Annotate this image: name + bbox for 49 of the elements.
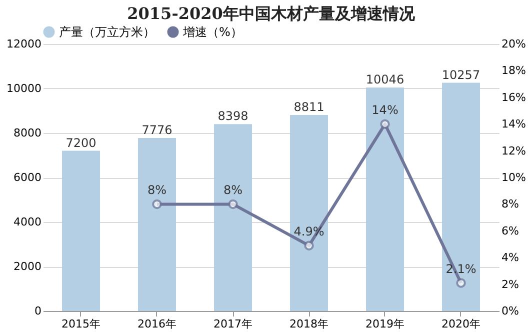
y2-tick-label: 14% — [502, 118, 526, 131]
y-tick-label: 10000 — [6, 82, 42, 95]
bar — [442, 82, 480, 311]
point — [228, 199, 238, 210]
point — [380, 119, 390, 129]
x-tick-label: 2020年 — [442, 318, 480, 330]
bar — [290, 114, 328, 311]
point — [456, 278, 466, 288]
data-label: 7200 — [66, 136, 96, 150]
data-label: 10257 — [442, 68, 480, 82]
data-label: 8% — [223, 183, 243, 198]
bar — [138, 138, 176, 311]
y2-tick-label: 20% — [502, 38, 526, 50]
data-label: 4.9% — [294, 224, 324, 239]
y2-tick-label: 2% — [502, 278, 519, 291]
bar — [366, 87, 404, 311]
legend-label: 增速（%） — [182, 25, 242, 39]
y2-tick-label: 16% — [502, 90, 526, 104]
legend-label: 产量（万立方米） — [59, 25, 155, 39]
x-tick-label: 2018年 — [290, 318, 328, 330]
bar — [62, 150, 100, 311]
x-tick-label: 2019年 — [366, 318, 404, 330]
data-label: 14% — [372, 103, 398, 118]
y2-tick-label: 6% — [502, 224, 519, 238]
bar — [214, 124, 252, 311]
data-label: 8398 — [218, 109, 248, 124]
data-label: 8811 — [294, 100, 324, 114]
y2-tick-label: 18% — [502, 64, 526, 78]
data-label: 2.1% — [446, 262, 476, 276]
y-tick-label: 2000 — [14, 260, 42, 273]
y2-tick-label: 12% — [502, 144, 526, 158]
x-tick-label: 2016年 — [138, 318, 176, 330]
y2-tick-label: 10% — [502, 171, 526, 184]
x-tick-label: 2015年 — [62, 318, 100, 330]
y-tick-label: 4000 — [14, 216, 42, 228]
y-tick-label: 6000 — [14, 171, 42, 184]
y-tick-label: 8000 — [14, 126, 42, 140]
y2-tick-label: 0% — [502, 304, 519, 318]
y-tick-label: 12000 — [6, 38, 42, 50]
data-label: 7776 — [142, 122, 172, 137]
y-tick-label: 0 — [34, 304, 42, 318]
chart-title: 2015-2020年中国木材产量及增速情况 — [127, 4, 416, 23]
data-label: 8% — [147, 183, 167, 198]
point — [152, 199, 162, 210]
x-tick-label: 2017年 — [214, 318, 252, 330]
point — [304, 240, 314, 250]
data-label: 10046 — [366, 72, 404, 86]
y2-tick-label: 8% — [502, 198, 519, 211]
y2-tick-label: 4% — [502, 251, 519, 264]
